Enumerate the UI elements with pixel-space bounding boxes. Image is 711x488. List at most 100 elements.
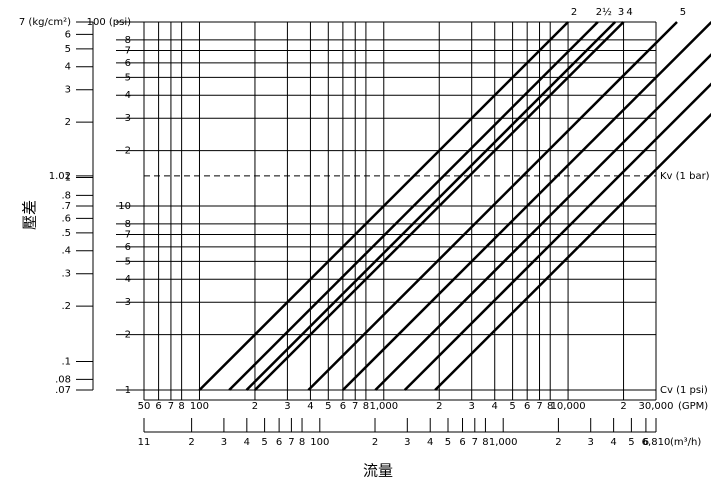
line-label: 2½ <box>596 6 612 18</box>
x-tick-label: 5 <box>325 401 331 412</box>
x-tick-label: 4 <box>492 401 498 412</box>
y-tick-label: 1 <box>125 385 131 396</box>
y2-tick-label: .5 <box>61 228 71 239</box>
x-tick-label: 100 <box>190 401 209 412</box>
x-tick-label: 10,000 <box>551 401 586 412</box>
y2-tick-label: .4 <box>61 246 71 257</box>
x2-tick-label: 6 <box>276 437 282 448</box>
y2-tick-label: 3 <box>65 85 71 96</box>
flow-line <box>342 21 711 391</box>
y-tick-label: 2 <box>125 330 131 341</box>
y2-tick-label: .6 <box>61 213 71 224</box>
flow-line <box>307 21 678 391</box>
y2-tick-label: 7 (kg/cm²) <box>19 17 71 28</box>
y-tick-label: 6 <box>125 58 131 69</box>
y2-tick-label: .2 <box>61 301 71 312</box>
x-axis-title: 流量 <box>363 462 393 480</box>
line-label: 3 <box>618 7 624 18</box>
y2-tick-label: .08 <box>55 374 71 385</box>
y-tick-label: 4 <box>125 274 131 285</box>
x-tick-label: 8 <box>547 401 553 412</box>
line-label: 4 <box>626 7 632 18</box>
flow-line <box>198 21 569 391</box>
line-label: 2 <box>571 7 577 18</box>
cv-label: Cv (1 psi) <box>660 385 708 396</box>
x-tick-label: 6 <box>155 401 161 412</box>
x2-tick-label: 5 <box>261 437 267 448</box>
x-tick-label: 6 <box>340 401 346 412</box>
x2-tick-label: 7 <box>472 437 478 448</box>
y-tick-label: 7 <box>125 46 131 57</box>
x2-tick-label: 1,000 <box>489 437 518 448</box>
x2-tick-label: 3 <box>221 437 227 448</box>
y2-tick-label: .3 <box>61 269 71 280</box>
x2-tick-label: 4 <box>610 437 616 448</box>
x2-tick-label: 6 <box>459 437 465 448</box>
flow-line <box>254 21 625 391</box>
y2-tick-label: 4 <box>65 62 71 73</box>
x2-tick-label: 6 <box>643 437 649 448</box>
x-tick-label: 50 <box>138 401 151 412</box>
y2-tick-label: 1.02 <box>49 171 71 182</box>
x2-unit: (m³/h) <box>670 437 701 448</box>
flow-line <box>228 21 599 391</box>
line-label: 5 <box>680 7 686 18</box>
y-axis-title: 壓差 <box>21 200 39 230</box>
x2-tick-label: 2 <box>555 437 561 448</box>
x2-tick-label: 3 <box>404 437 410 448</box>
x2-tick-label: 5 <box>628 437 634 448</box>
x-tick-label: 7 <box>536 401 542 412</box>
x2-tick-label: 4 <box>427 437 433 448</box>
x-tick-label: 6 <box>524 401 530 412</box>
y2-tick-label: 6 <box>65 29 71 40</box>
x2-tick-label: 6,810 <box>642 437 671 448</box>
x2-tick-label: 11 <box>138 437 151 448</box>
x2-tick-label: 4 <box>244 437 250 448</box>
x-tick-label: 8 <box>363 401 369 412</box>
x-tick-label: 2 <box>436 401 442 412</box>
x-tick-label: 1,000 <box>369 401 398 412</box>
flow-line <box>434 112 711 391</box>
y2-tick-label: .8 <box>61 190 71 201</box>
y-tick-label: 100 (psi) <box>87 17 132 28</box>
x-tick-label: 30,000 <box>639 401 674 412</box>
y-tick-label: 5 <box>125 72 131 83</box>
y-tick-label: 10 <box>118 201 131 212</box>
kv-label: Kv (1 bar) <box>660 171 710 182</box>
x-tick-label: 4 <box>307 401 313 412</box>
y-tick-label: 2 <box>125 146 131 157</box>
x2-tick-label: 8 <box>299 437 305 448</box>
y2-tick-label: 5 <box>65 44 71 55</box>
x-tick-label: 7 <box>168 401 174 412</box>
y-tick-label: 4 <box>125 90 131 101</box>
y-tick-label: 3 <box>125 113 131 124</box>
y-tick-label: 3 <box>125 297 131 308</box>
x2-tick-label: 2 <box>372 437 378 448</box>
x2-tick-label: 7 <box>288 437 294 448</box>
y2-tick-label: .1 <box>61 356 71 367</box>
x2-tick-label: 5 <box>445 437 451 448</box>
x2-tick-label: 8 <box>482 437 488 448</box>
x-tick-label: 2 <box>252 401 258 412</box>
y-tick-label: 6 <box>125 242 131 253</box>
x-tick-label: 7 <box>352 401 358 412</box>
x-tick-label: 8 <box>178 401 184 412</box>
y2-tick-label: .7 <box>61 201 71 212</box>
y2-tick-label: 2 <box>65 117 71 128</box>
y-tick-label: 7 <box>125 230 131 241</box>
flow-line <box>245 21 616 391</box>
flow-line <box>374 53 711 391</box>
x-unit: (GPM) <box>678 401 708 412</box>
y-tick-label: 5 <box>125 256 131 267</box>
x2-tick-label: 3 <box>588 437 594 448</box>
x-tick-label: 2 <box>620 401 626 412</box>
x-tick-label: 3 <box>284 401 290 412</box>
x-tick-label: 3 <box>469 401 475 412</box>
y-tick-label: 8 <box>125 219 131 230</box>
y2-tick-label: 1 <box>65 172 71 183</box>
x2-tick-label: 100 <box>310 437 329 448</box>
x-tick-label: 5 <box>509 401 515 412</box>
flow-line <box>403 82 711 391</box>
x2-tick-label: 2 <box>188 437 194 448</box>
